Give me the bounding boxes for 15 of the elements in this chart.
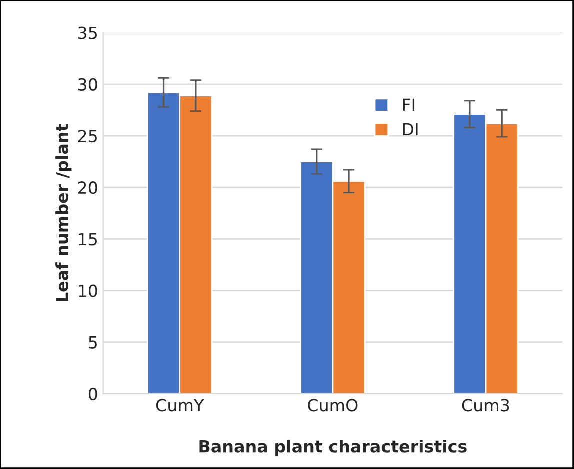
legend-label: FI	[403, 98, 415, 112]
y-tick-label: 10	[79, 284, 98, 298]
y-tick-label: 35	[78, 26, 98, 40]
legend-label: DI	[403, 123, 418, 136]
y-tick-label: 25	[78, 130, 98, 143]
x-tick-label: CumY	[156, 399, 204, 412]
x-tick-label: CumO	[308, 399, 358, 412]
y-tick-label: 5	[89, 336, 98, 349]
x-tick-label: Cum3	[462, 399, 510, 412]
x-axis-title: Banana plant characteristics	[200, 440, 467, 456]
y-axis-title: Leaf number /plant	[56, 124, 72, 302]
y-tick-label: 0	[88, 388, 98, 401]
y-tick-label: 30	[78, 78, 98, 91]
y-tick-label: 15	[79, 233, 98, 246]
y-tick-label: 20	[78, 182, 98, 194]
